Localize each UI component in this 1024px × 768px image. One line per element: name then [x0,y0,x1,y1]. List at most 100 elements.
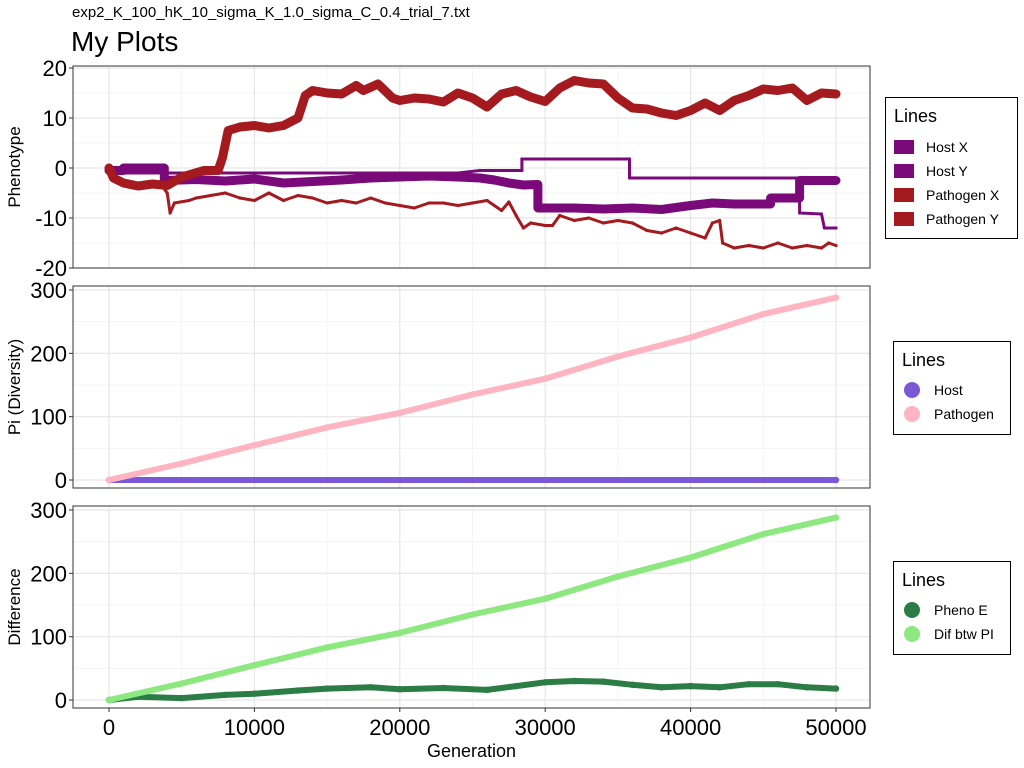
data-point [425,95,433,103]
y-tick-label: 0 [55,468,67,493]
data-point [819,246,824,250]
legend-key-pathogen-x [894,188,914,202]
data-point [571,677,578,685]
y-tick-label: 10 [43,106,67,131]
data-point [520,168,524,173]
data-point [267,191,271,195]
data-point [832,476,840,484]
data-point [687,334,694,341]
data-point [251,661,258,669]
data-point [383,201,387,205]
data-point [309,87,316,94]
data-point [396,629,403,637]
data-point [265,124,273,132]
data-point [629,104,636,112]
data-point [223,191,227,195]
data-point [701,99,709,107]
data-point [543,223,547,228]
legend-item-pheno-e: Pheno E [902,599,988,621]
data-point [703,236,707,240]
data-point [629,204,636,212]
panel-border [72,65,871,269]
data-point [571,77,578,84]
y-tick-label: 300 [30,278,67,303]
data-point [200,167,207,174]
data-point [440,98,447,106]
data-point [476,174,483,182]
data-point [187,198,191,203]
data-point [514,213,518,218]
data-point [178,173,185,181]
data-point [440,684,447,692]
legend-label: Host Y [926,163,968,179]
legend-title: Lines [894,106,938,126]
data-point [832,685,840,692]
data-point [550,223,555,228]
legend-difference: Lines Pheno E Dif btw PI [893,561,1011,655]
data-point [369,196,373,200]
data-point [470,201,475,205]
y-axis-label: Phenotype [5,126,24,207]
data-point [629,681,636,688]
data-point [520,157,524,161]
series-line-host-y [122,157,838,230]
data-point [469,94,476,102]
legend-label: Host [934,382,963,398]
data-point [527,93,534,101]
data-point [294,687,302,694]
panel-3: 0 100 200 300 Difference 0 10000 20000 30000 4000… [5,498,871,761]
data-point [822,226,826,230]
data-point [760,85,767,93]
data-point [720,241,725,245]
data-point [427,201,431,205]
y-axis-label: Difference [5,568,24,645]
data-point [105,696,113,704]
data-point [158,181,162,185]
panel-border [72,285,871,489]
data-point [251,175,258,183]
data-point [485,198,489,203]
data-point [225,127,232,134]
data-point [499,208,504,213]
data-point [163,182,171,189]
legend-key-host [904,382,920,398]
data-point [658,206,665,213]
data-point [600,205,607,213]
legend-diversity: Lines Host Pathogen [893,341,1011,435]
data-point [767,200,774,208]
data-point [121,181,126,185]
data-point [411,94,418,102]
data-point [483,103,491,111]
data-point [745,92,752,99]
data-point [507,200,511,204]
data-point [238,196,242,200]
data-point [294,114,302,122]
x-tick-label: 40000 [660,715,721,740]
data-point [614,573,622,580]
data-point [571,204,578,212]
data-point [396,686,403,693]
legend-label: Pheno E [934,602,988,618]
data-point [194,196,198,200]
data-point [396,173,403,181]
y-tick-label: 100 [30,625,67,650]
data-point [803,97,811,104]
legend-key-pathogen [904,406,920,422]
data-point [776,241,780,245]
plot-title: My Plots [71,26,179,57]
data-point [396,97,403,104]
data-point [521,226,525,230]
data-point [805,243,809,248]
data-point [832,514,840,521]
data-point [790,246,794,250]
data-point [120,164,127,172]
data-point [709,199,716,207]
legend-label: Pathogen Y [926,211,999,227]
data-point [542,595,549,602]
legend-item-host-x: Host X [894,136,968,158]
data-point [374,80,382,88]
panel-border [72,505,871,709]
data-point [645,228,649,233]
data-point [441,201,446,205]
legend-key-host-x [894,140,914,154]
